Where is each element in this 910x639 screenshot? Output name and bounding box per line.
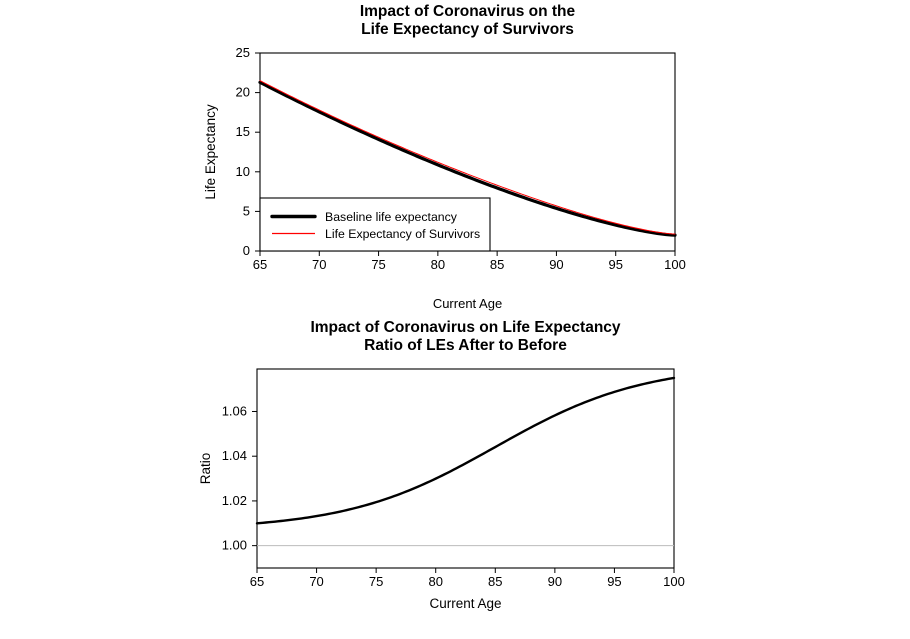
svg-text:Impact of Coronavirus on the: Impact of Coronavirus on the xyxy=(360,3,576,20)
svg-text:Impact of Coronavirus on Life: Impact of Coronavirus on Life Expectancy xyxy=(310,319,620,336)
svg-text:85: 85 xyxy=(490,257,504,272)
svg-text:75: 75 xyxy=(369,574,383,589)
svg-text:85: 85 xyxy=(488,574,502,589)
svg-text:Life Expectancy of Survivors: Life Expectancy of Survivors xyxy=(325,227,480,241)
svg-text:90: 90 xyxy=(549,257,563,272)
svg-text:100: 100 xyxy=(664,257,686,272)
svg-text:Current Age: Current Age xyxy=(429,596,501,611)
svg-text:1.04: 1.04 xyxy=(222,448,247,463)
svg-text:Ratio of LEs After to Before: Ratio of LEs After to Before xyxy=(364,337,567,354)
svg-text:75: 75 xyxy=(371,257,385,272)
svg-text:1.06: 1.06 xyxy=(222,403,247,418)
svg-text:1.02: 1.02 xyxy=(222,493,247,508)
svg-text:95: 95 xyxy=(607,574,621,589)
svg-text:65: 65 xyxy=(250,574,264,589)
svg-text:70: 70 xyxy=(312,257,326,272)
svg-text:15: 15 xyxy=(236,124,250,139)
svg-text:70: 70 xyxy=(309,574,323,589)
svg-text:25: 25 xyxy=(236,45,250,60)
svg-text:Baseline life expectancy: Baseline life expectancy xyxy=(325,210,458,224)
svg-text:1.00: 1.00 xyxy=(222,538,247,553)
svg-text:80: 80 xyxy=(428,574,442,589)
svg-text:90: 90 xyxy=(548,574,562,589)
svg-text:20: 20 xyxy=(236,85,250,100)
svg-text:80: 80 xyxy=(431,257,445,272)
svg-text:Ratio: Ratio xyxy=(198,453,213,485)
svg-text:Life Expectancy: Life Expectancy xyxy=(203,104,218,200)
svg-text:65: 65 xyxy=(253,257,267,272)
svg-text:10: 10 xyxy=(236,164,250,179)
svg-text:Current Age: Current Age xyxy=(433,296,502,311)
svg-text:100: 100 xyxy=(663,574,685,589)
svg-text:0: 0 xyxy=(243,243,250,258)
svg-text:5: 5 xyxy=(243,203,250,218)
svg-text:Life Expectancy of Survivors: Life Expectancy of Survivors xyxy=(361,21,574,38)
svg-text:95: 95 xyxy=(608,257,622,272)
